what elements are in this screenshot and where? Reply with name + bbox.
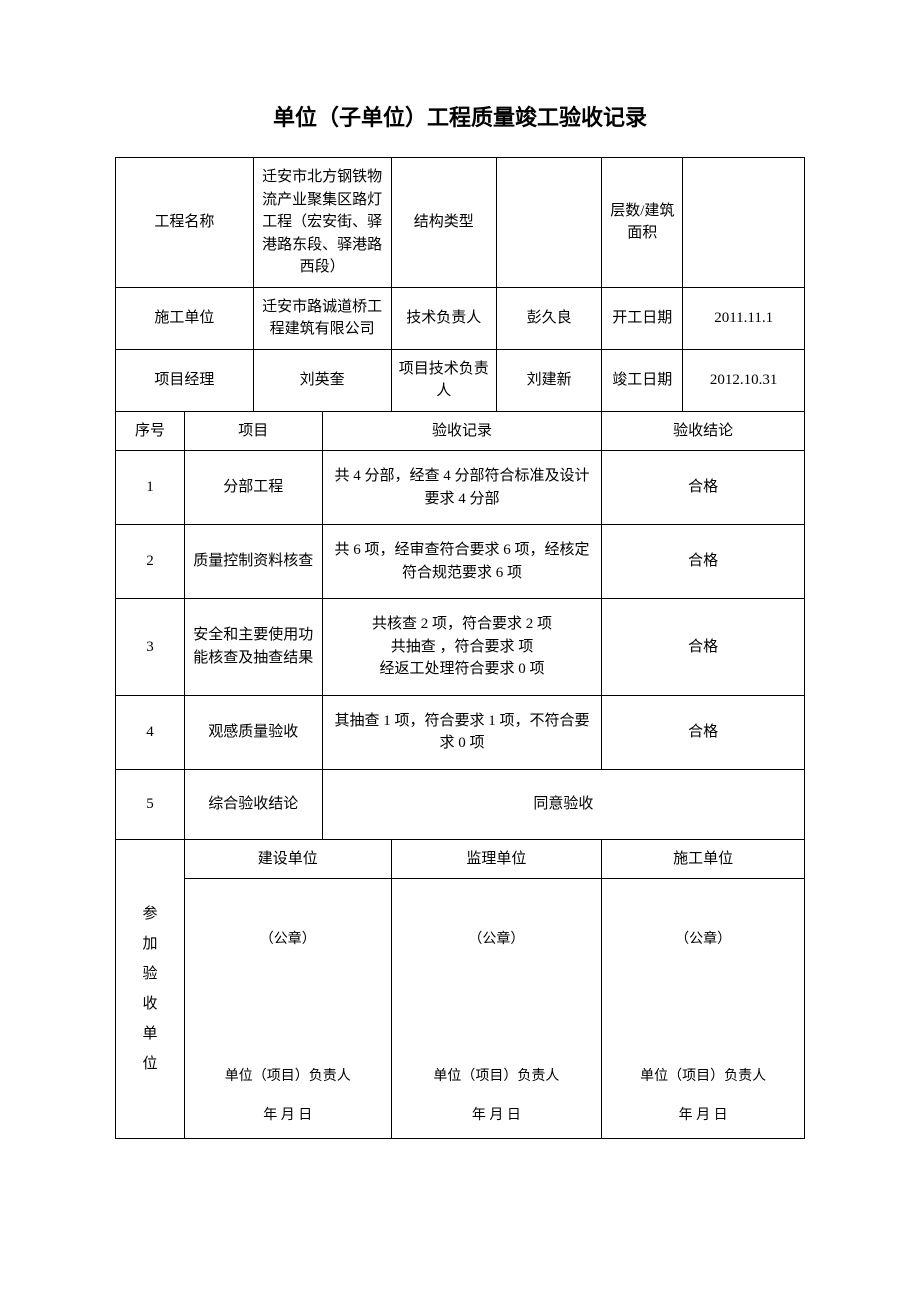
conclusion-cell: 合格: [602, 599, 805, 696]
table-row: （公章） 单位（项目）负责人 年 月 日 （公章） 单位（项目）负责人 年 月 …: [116, 879, 805, 1139]
construction-unit-value: 迁安市路诚道桥工程建筑有限公司: [253, 287, 391, 349]
seq-cell: 5: [116, 769, 185, 839]
tech-lead-label: 技术负责人: [391, 287, 496, 349]
sig-col-title: 建设单位: [184, 839, 391, 879]
start-date-label: 开工日期: [602, 287, 683, 349]
floors-area-value: [683, 158, 805, 288]
construction-unit-label: 施工单位: [116, 287, 254, 349]
table-row: 2 质量控制资料核查 共 6 项，经审查符合要求 6 项，经核定符合规范要求 6…: [116, 525, 805, 599]
project-name-label: 工程名称: [116, 158, 254, 288]
table-row: 3 安全和主要使用功能核查及抽查结果 共核查 2 项，符合要求 2 项 共抽查 …: [116, 599, 805, 696]
col-item: 项目: [184, 411, 322, 451]
item-cell: 质量控制资料核查: [184, 525, 322, 599]
end-date-label: 竣工日期: [602, 349, 683, 411]
sig-cell-contractor: （公章） 单位（项目）负责人 年 月 日: [602, 879, 805, 1139]
conclusion-cell: 合格: [602, 525, 805, 599]
col-conclusion: 验收结论: [602, 411, 805, 451]
project-manager-value: 刘英奎: [253, 349, 391, 411]
side-label-text: 参加验收单位: [122, 899, 178, 1079]
project-tech-lead-label: 项目技术负责人: [391, 349, 496, 411]
floors-area-label: 层数/建筑面积: [602, 158, 683, 288]
person-text: 单位（项目）负责人: [398, 1066, 596, 1087]
date-text: 年 月 日: [608, 1105, 798, 1126]
table-row: 施工单位 迁安市路诚道桥工程建筑有限公司 技术负责人 彭久良 开工日期 2011…: [116, 287, 805, 349]
seal-text: （公章）: [191, 929, 385, 950]
final-conclusion-cell: 同意验收: [322, 769, 804, 839]
seq-cell: 2: [116, 525, 185, 599]
seal-text: （公章）: [608, 929, 798, 950]
item-cell: 安全和主要使用功能核查及抽查结果: [184, 599, 322, 696]
conclusion-cell: 合格: [602, 451, 805, 525]
sig-cell-construction: （公章） 单位（项目）负责人 年 月 日: [184, 879, 391, 1139]
item-cell: 分部工程: [184, 451, 322, 525]
conclusion-cell: 合格: [602, 695, 805, 769]
table-row: 5 综合验收结论 同意验收: [116, 769, 805, 839]
sig-cell-supervision: （公章） 单位（项目）负责人 年 月 日: [391, 879, 602, 1139]
table-row: 工程名称 迁安市北方钢铁物流产业聚集区路灯工程（宏安街、驿港路东段、驿港路西段）…: [116, 158, 805, 288]
person-text: 单位（项目）负责人: [608, 1066, 798, 1087]
record-cell: 共 6 项，经审查符合要求 6 项，经核定符合规范要求 6 项: [322, 525, 602, 599]
seq-cell: 1: [116, 451, 185, 525]
participating-units-label: 参加验收单位: [116, 839, 185, 1139]
col-seq: 序号: [116, 411, 185, 451]
record-cell: 共核查 2 项，符合要求 2 项 共抽查 ，符合要求 项 经返工处理符合要求 0…: [322, 599, 602, 696]
sig-col-title: 施工单位: [602, 839, 805, 879]
record-cell: 其抽查 1 项，符合要求 1 项，不符合要求 0 项: [322, 695, 602, 769]
table-row: 4 观感质量验收 其抽查 1 项，符合要求 1 项，不符合要求 0 项 合格: [116, 695, 805, 769]
item-cell: 观感质量验收: [184, 695, 322, 769]
table-row: 参加验收单位 建设单位 监理单位 施工单位: [116, 839, 805, 879]
sig-col-title: 监理单位: [391, 839, 602, 879]
seq-cell: 4: [116, 695, 185, 769]
table-row: 项目经理 刘英奎 项目技术负责人 刘建新 竣工日期 2012.10.31: [116, 349, 805, 411]
seq-cell: 3: [116, 599, 185, 696]
structure-type-label: 结构类型: [391, 158, 496, 288]
table-row: 1 分部工程 共 4 分部，经查 4 分部符合标准及设计要求 4 分部 合格: [116, 451, 805, 525]
project-manager-label: 项目经理: [116, 349, 254, 411]
col-record: 验收记录: [322, 411, 602, 451]
seal-text: （公章）: [398, 929, 596, 950]
person-text: 单位（项目）负责人: [191, 1066, 385, 1087]
date-text: 年 月 日: [191, 1105, 385, 1126]
start-date-value: 2011.11.1: [683, 287, 805, 349]
table-row: 序号 项目 验收记录 验收结论: [116, 411, 805, 451]
tech-lead-value: 彭久良: [496, 287, 601, 349]
acceptance-record-table: 工程名称 迁安市北方钢铁物流产业聚集区路灯工程（宏安街、驿港路东段、驿港路西段）…: [115, 157, 805, 1139]
end-date-value: 2012.10.31: [683, 349, 805, 411]
date-text: 年 月 日: [398, 1105, 596, 1126]
structure-type-value: [496, 158, 601, 288]
page-title: 单位（子单位）工程质量竣工验收记录: [115, 100, 805, 132]
item-cell: 综合验收结论: [184, 769, 322, 839]
project-name-value: 迁安市北方钢铁物流产业聚集区路灯工程（宏安街、驿港路东段、驿港路西段）: [253, 158, 391, 288]
record-cell: 共 4 分部，经查 4 分部符合标准及设计要求 4 分部: [322, 451, 602, 525]
project-tech-lead-value: 刘建新: [496, 349, 601, 411]
